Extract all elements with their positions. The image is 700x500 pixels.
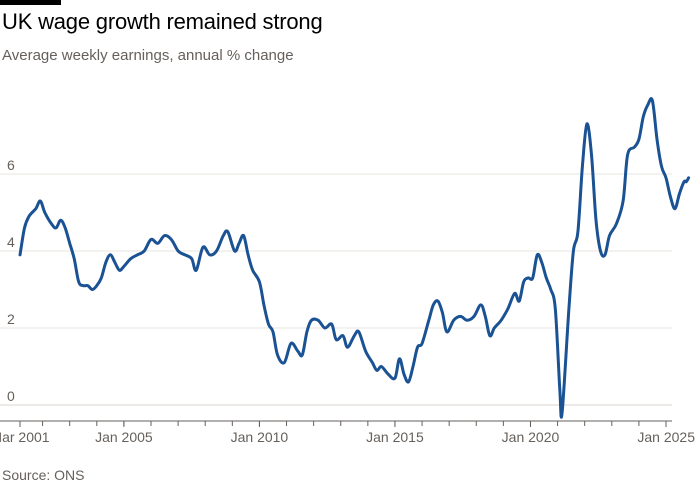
brand-bar [0, 0, 61, 5]
series-line-earnings [18, 97, 691, 419]
x-tick-label: Mar 2001 [0, 429, 50, 445]
y-tick-label-4: 4 [7, 234, 15, 250]
y-tick-label-6: 6 [7, 157, 15, 173]
chart-subtitle: Average weekly earnings, annual % change [2, 47, 294, 64]
x-tick-label: Jan 2025 [637, 429, 695, 445]
y-tick-label-2: 2 [7, 311, 15, 327]
y-axis-tick-labels: 0 2 4 6 [7, 157, 15, 404]
chart-title: UK wage growth remained strong [2, 9, 323, 34]
x-tick-label: Jan 2005 [95, 429, 153, 445]
x-tick-label: Jan 2010 [231, 429, 289, 445]
y-tick-label-0: 0 [7, 388, 15, 404]
x-tick-label: Jan 2020 [502, 429, 560, 445]
x-axis: Mar 2001 Jan 2005 Jan 2010 Jan 2015 Jan 2020… [0, 420, 695, 445]
source-note: Source: ONS [2, 467, 85, 483]
series-layer [18, 97, 691, 419]
x-tick-label: Jan 2015 [366, 429, 424, 445]
